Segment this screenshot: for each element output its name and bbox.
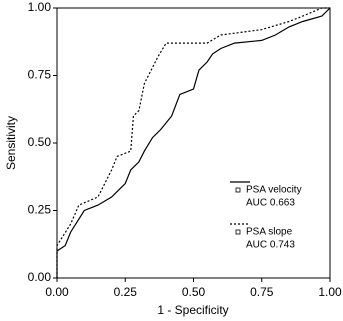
x-tick-label: 0.75 xyxy=(250,285,274,299)
legend-label: PSA velocity xyxy=(246,185,302,196)
y-tick-label: 1.00 xyxy=(28,0,52,14)
x-tick-label: 0.25 xyxy=(114,285,138,299)
y-tick-label: 0.25 xyxy=(28,203,52,217)
roc-line xyxy=(56,7,330,278)
y-tick-label: 0.75 xyxy=(28,68,52,82)
y-tick-label: 0.00 xyxy=(28,270,52,284)
legend-label: PSA slope xyxy=(246,227,293,238)
y-axis-label: Sensitivity xyxy=(4,116,18,170)
x-tick-label: 0.50 xyxy=(182,285,206,299)
y-tick-label: 0.50 xyxy=(28,135,52,149)
x-tick-label: 0.00 xyxy=(45,285,69,299)
x-tick-label: 1.00 xyxy=(318,285,342,299)
legend-auc: AUC 0.663 xyxy=(246,198,295,209)
legend-marker xyxy=(235,229,241,235)
roc-line xyxy=(56,7,331,278)
legend-auc: AUC 0.743 xyxy=(246,240,295,251)
x-axis-label: 1 - Specificity xyxy=(157,303,228,317)
legend-marker xyxy=(235,187,241,193)
